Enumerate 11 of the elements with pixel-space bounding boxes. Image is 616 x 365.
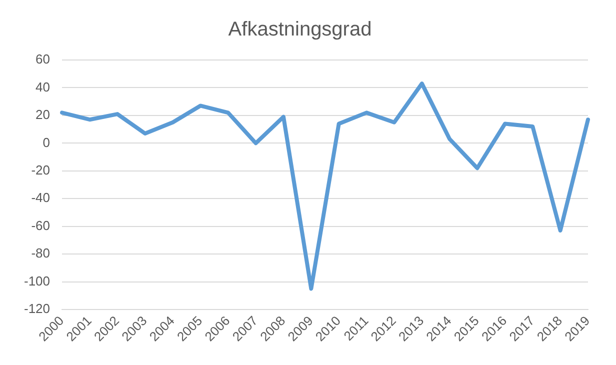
y-tick-label: 40	[36, 79, 50, 94]
y-tick-label: -40	[31, 190, 50, 206]
y-tick-label: 60	[36, 52, 50, 67]
y-tick-label: -80	[31, 246, 50, 261]
y-tick-label: -120	[24, 301, 50, 316]
y-tick-label: 0	[42, 134, 50, 150]
y-tick-label: -100	[24, 273, 50, 288]
y-tick-label: -20	[31, 162, 50, 178]
y-tick-label: 20	[36, 107, 50, 122]
y-tick-label: -60	[31, 218, 50, 233]
chart-title: Afkastningsgrad	[228, 18, 372, 41]
